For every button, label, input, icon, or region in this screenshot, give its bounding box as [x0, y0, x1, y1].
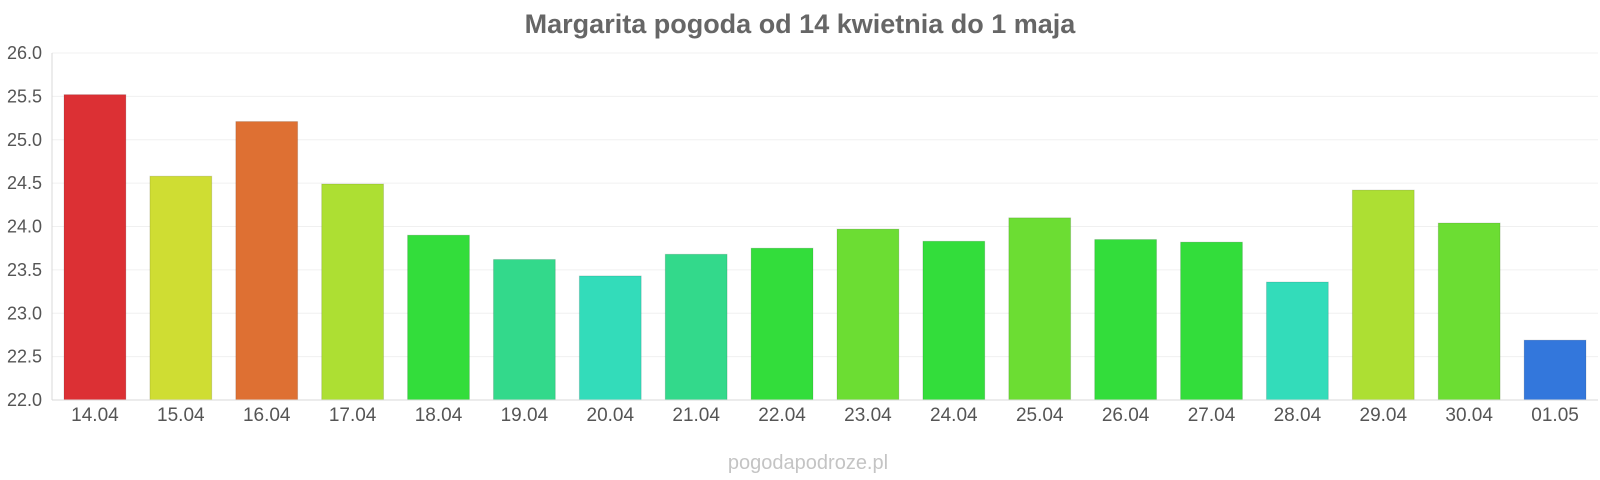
x-tick-label: 23.04 — [844, 405, 892, 426]
bar-20.04 — [578, 275, 642, 401]
y-tick-label: 25.5 — [7, 86, 42, 106]
bar-30.04 — [1437, 222, 1501, 401]
x-tick-label: 15.04 — [157, 405, 205, 426]
bar-19.04 — [492, 258, 556, 401]
y-tick-label: 26.0 — [7, 43, 42, 63]
bar-22.04 — [750, 247, 814, 401]
x-tick-label: 20.04 — [587, 405, 635, 426]
bar-27.04 — [1180, 241, 1243, 401]
bar-01.05 — [1523, 339, 1587, 401]
bar-17.04 — [321, 183, 385, 401]
y-tick-label: 23.0 — [7, 303, 42, 323]
x-tick-label: 29.04 — [1360, 405, 1408, 426]
bar-25.04 — [1008, 217, 1072, 401]
x-axis: 14.04 15.04 16.04 17.04 18.04 19.04 20.04 21.04… — [52, 399, 1598, 426]
bar-21.04 — [664, 253, 728, 401]
x-tick-label: 01.05 — [1531, 405, 1579, 426]
x-tick-label: 22.04 — [758, 405, 806, 426]
bar-28.04 — [1265, 281, 1329, 401]
bar-14.04 — [63, 94, 127, 401]
bars — [63, 94, 1587, 401]
x-tick-label: 27.04 — [1188, 405, 1236, 426]
bar-24.04 — [922, 240, 986, 401]
x-tick-label: 25.04 — [1016, 405, 1064, 426]
x-tick-label: 16.04 — [243, 405, 291, 426]
grid-lines — [52, 52, 1598, 401]
y-tick-label: 22.0 — [7, 390, 42, 410]
x-tick-label: 28.04 — [1274, 405, 1322, 426]
y-tick-label: 24.5 — [7, 173, 42, 193]
bar-29.04 — [1351, 189, 1415, 401]
x-tick-label: 21.04 — [672, 405, 720, 426]
y-axis: 22.0 22.5 23.0 23.5 24.0 24.5 25.0 25.5 26.0 — [7, 43, 53, 410]
bar-26.04 — [1094, 239, 1158, 401]
chart-title: Margarita pogoda od 14 kwietnia do 1 maj… — [525, 9, 1077, 39]
x-tick-label: 17.04 — [329, 405, 377, 426]
x-tick-label: 18.04 — [415, 405, 463, 426]
x-tick-label: 30.04 — [1445, 405, 1493, 426]
bar-16.04 — [235, 121, 299, 401]
y-tick-label: 22.5 — [7, 347, 42, 367]
y-tick-label: 25.0 — [7, 130, 42, 150]
y-tick-label: 23.5 — [7, 260, 42, 280]
x-tick-label: 26.04 — [1102, 405, 1150, 426]
bar-18.04 — [407, 234, 470, 401]
y-tick-label: 24.0 — [7, 217, 42, 237]
bar-15.04 — [149, 175, 213, 401]
watermark: pogodapodroze.pl — [728, 452, 888, 474]
x-tick-label: 19.04 — [501, 405, 549, 426]
bar-23.04 — [836, 228, 900, 401]
x-tick-label: 14.04 — [71, 405, 119, 426]
x-tick-label: 24.04 — [930, 405, 978, 426]
